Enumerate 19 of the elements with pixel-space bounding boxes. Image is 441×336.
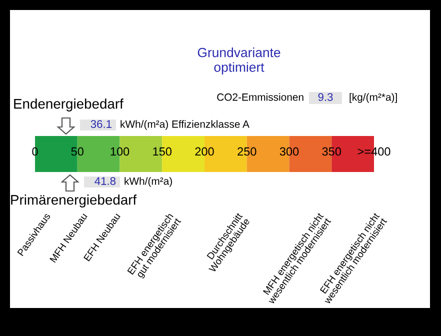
text: kWh/(m²a) [124,177,172,187]
x-tick-label: 100 [110,147,130,156]
x-tick-label: 200 [195,147,214,156]
text: kWh/(m²a) Effizienzklasse A [120,120,250,130]
x-tick-label: 350 [322,147,342,156]
text: Endenergiebedarf [14,98,124,112]
text: 41.8 [94,177,116,185]
text: Primärenergiebedarf [11,194,137,208]
x-tick-label: 50 [71,147,84,156]
text: [kg/(m²*a)] [350,93,397,103]
text: 36.1 [90,120,112,128]
text: 9.3 [318,93,333,101]
x-tick-label: >=400 [358,147,390,156]
x-tick-label: 150 [153,147,172,156]
x-tick-label: 0 [32,147,38,156]
x-tick-label: 300 [280,147,299,156]
text: CO2-Emmissionen [217,93,304,101]
x-tick-label: 250 [238,147,256,156]
chart-title: Grundvariante optimiert [198,48,280,74]
